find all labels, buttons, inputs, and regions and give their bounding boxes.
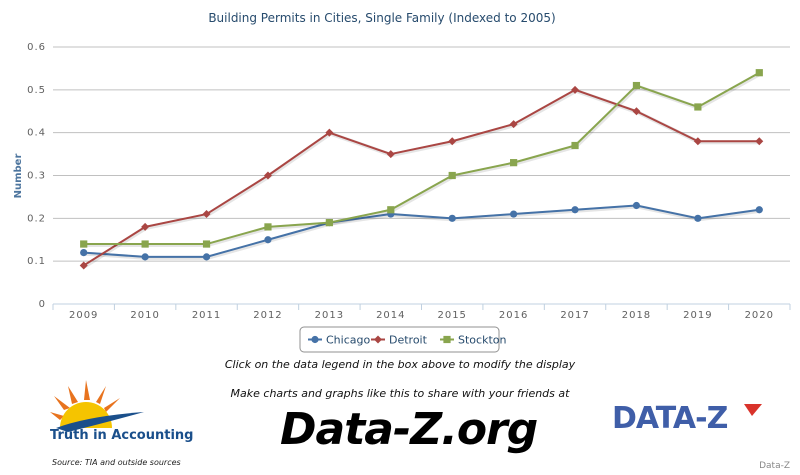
- x-tick-label: 2020: [745, 310, 774, 321]
- y-tick-label: 0.2: [27, 213, 46, 224]
- data-point[interactable]: [510, 159, 518, 167]
- tia-name: Truth in Accounting: [50, 428, 194, 443]
- legend-label: Stockton: [458, 334, 506, 347]
- data-point[interactable]: [694, 103, 702, 111]
- data-point[interactable]: [141, 240, 149, 248]
- data-point[interactable]: [141, 222, 150, 231]
- axes: 0 0.1 0.2 0.3 0.4 0.5 0.6 2009 2010 2011 2012 2013 2…: [27, 42, 791, 321]
- data-point[interactable]: [325, 128, 334, 137]
- data-point[interactable]: [693, 137, 702, 146]
- tia-sun-logo: [50, 380, 144, 432]
- share-text: Make charts and graphs like this to shar…: [230, 387, 570, 400]
- data-point[interactable]: [632, 81, 641, 90]
- data-point[interactable]: [386, 150, 395, 159]
- data-point[interactable]: [263, 171, 272, 180]
- credit: Data-Z: [759, 461, 790, 471]
- data-point[interactable]: [694, 214, 702, 222]
- x-tick-label: 2014: [376, 310, 405, 321]
- data-point[interactable]: [448, 214, 456, 222]
- legend-marker[interactable]: [443, 335, 451, 344]
- series-line-chicago: [83, 204, 760, 258]
- x-tick-label: 2017: [560, 310, 589, 321]
- gridlines: [53, 46, 790, 262]
- data-point[interactable]: [80, 249, 88, 257]
- data-point[interactable]: [571, 141, 579, 150]
- source-note: Source: TIA and outside sources: [52, 458, 181, 467]
- data-point[interactable]: [632, 201, 641, 210]
- series-line-stockton: [83, 71, 760, 246]
- data-point[interactable]: [755, 206, 763, 214]
- y-tick-label: 0.1: [27, 256, 46, 267]
- x-tick-label: 2019: [683, 310, 712, 321]
- series-detroit: [79, 85, 764, 270]
- y-tick-label: 0.5: [27, 85, 46, 96]
- data-point[interactable]: [141, 253, 149, 261]
- y-tick-label: 0.6: [27, 42, 46, 53]
- series-layer: [79, 69, 764, 270]
- y-tick-label: 0.4: [27, 128, 46, 139]
- x-tick-label: 2010: [130, 310, 159, 321]
- legend-item-chicago[interactable]: Chicago: [308, 334, 370, 347]
- data-point[interactable]: [448, 137, 457, 146]
- series-chicago: [80, 201, 763, 261]
- data-point[interactable]: [509, 120, 518, 129]
- data-point[interactable]: [264, 236, 272, 244]
- data-point[interactable]: [264, 223, 272, 231]
- x-tick-label: 2015: [437, 310, 466, 321]
- legend-marker[interactable]: [374, 335, 382, 344]
- data-point[interactable]: [80, 240, 88, 248]
- x-tick-label: 2012: [253, 310, 282, 321]
- x-tick-label: 2013: [315, 310, 344, 321]
- legend[interactable]: Chicago Detroit Stockton: [299, 326, 506, 353]
- series-line-shadow: [83, 88, 761, 269]
- legend-label: Detroit: [389, 334, 428, 347]
- y-axis-title: Number: [13, 154, 24, 199]
- data-point[interactable]: [571, 206, 579, 214]
- legend-marker[interactable]: [311, 335, 319, 344]
- data-point[interactable]: [387, 206, 395, 214]
- data-point[interactable]: [755, 137, 764, 146]
- data-point[interactable]: [202, 253, 211, 261]
- data-point[interactable]: [632, 107, 641, 116]
- data-point[interactable]: [448, 171, 456, 180]
- chart-title: Building Permits in Cities, Single Famil…: [208, 11, 555, 25]
- series-line-shadow: [84, 204, 761, 260]
- dz-logo-text: DATA-Z: [612, 401, 728, 436]
- x-tick-label: 2018: [622, 310, 651, 321]
- legend-item-detroit[interactable]: Detroit: [371, 334, 428, 347]
- legend-item-stockton[interactable]: Stockton: [440, 334, 506, 347]
- data-point[interactable]: [571, 85, 580, 94]
- legend-hint: Click on the data legend in the box abov…: [224, 358, 576, 371]
- data-z-logo: DATA-Z: [612, 401, 762, 436]
- x-tick-label: 2016: [499, 310, 528, 321]
- data-point[interactable]: [510, 210, 518, 218]
- data-point[interactable]: [202, 210, 211, 219]
- series-line-detroit: [83, 88, 760, 267]
- y-tick-label: 0: [39, 299, 46, 310]
- series-stockton: [80, 69, 763, 248]
- site-name[interactable]: Data-Z.org: [280, 404, 538, 455]
- legend-label: Chicago: [326, 334, 370, 347]
- data-point[interactable]: [202, 240, 211, 248]
- x-tick-label: 2009: [69, 310, 98, 321]
- x-tick-label: 2011: [192, 310, 221, 321]
- data-point[interactable]: [755, 69, 763, 77]
- legend-box: [299, 326, 500, 353]
- data-point[interactable]: [79, 261, 88, 270]
- data-point[interactable]: [325, 219, 333, 227]
- y-tick-label: 0.3: [27, 171, 46, 182]
